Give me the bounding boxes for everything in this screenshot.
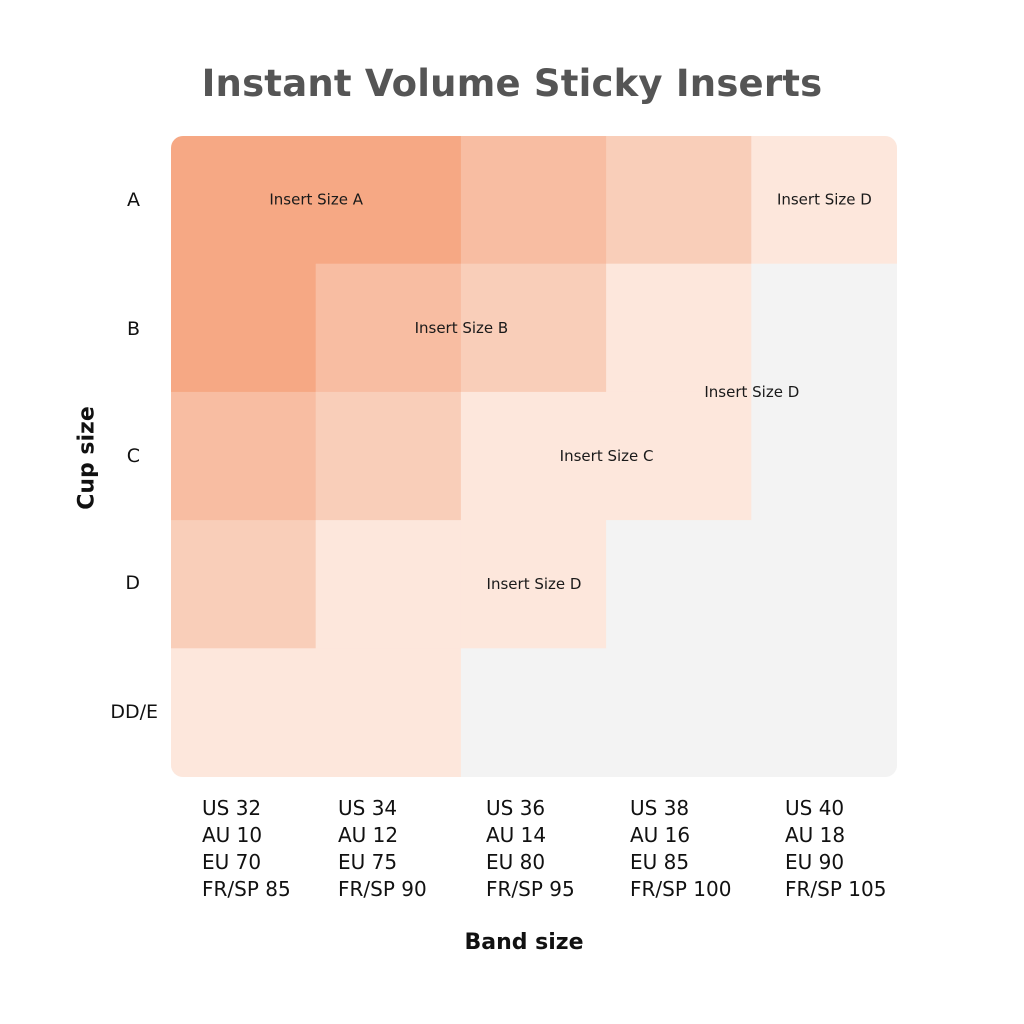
band-us: US 32 [202, 796, 262, 820]
grid-cell-size-d [606, 263, 753, 393]
grid-cell-size-c [606, 136, 753, 265]
band-col-5: US 40 AU 18 EU 90 FR/SP 105 [785, 795, 886, 903]
band-frsp: FR/SP 100 [630, 877, 732, 901]
zone-label-5: Insert Size D [704, 383, 799, 401]
grid-cell-size-d [315, 520, 462, 650]
grid-cell-empty [751, 391, 897, 522]
grid-cell-empty [460, 648, 608, 777]
chart-title: Instant Volume Sticky Inserts [201, 62, 823, 105]
cup-label-a: A [127, 189, 140, 211]
grid-cell-size-b [315, 263, 462, 393]
band-us: US 34 [338, 796, 398, 820]
band-col-2: US 34 AU 12 EU 75 FR/SP 90 [338, 795, 427, 903]
band-au: AU 16 [630, 823, 691, 847]
grid-cell-size-a [171, 136, 317, 265]
band-au: AU 10 [202, 823, 263, 847]
band-eu: EU 80 [486, 850, 546, 874]
band-frsp: FR/SP 90 [338, 877, 427, 901]
grid-cell-size-a [315, 136, 462, 265]
y-axis-label: Cup size [74, 406, 100, 510]
band-eu: EU 85 [630, 850, 690, 874]
band-au: AU 18 [785, 823, 846, 847]
band-eu: EU 75 [338, 850, 398, 874]
zone-label-1: Insert Size A [269, 191, 363, 209]
zone-label-2: Insert Size B [415, 319, 509, 337]
band-col-1: US 32 AU 10 EU 70 FR/SP 85 [202, 795, 291, 903]
zone-label-6: Insert Size D [777, 191, 872, 209]
x-axis-label: Band size [464, 930, 584, 955]
band-au: AU 12 [338, 823, 399, 847]
grid-cell-size-c [171, 520, 317, 650]
band-us: US 40 [785, 796, 845, 820]
grid-cell-empty [751, 520, 897, 650]
cup-label-b: B [126, 318, 140, 340]
grid-cell-empty [606, 520, 753, 650]
band-frsp: FR/SP 105 [785, 877, 887, 901]
grid-cell-size-b [460, 136, 608, 265]
band-eu: EU 90 [785, 850, 845, 874]
grid-cell-size-d [171, 648, 317, 777]
band-eu: EU 70 [202, 850, 262, 874]
band-col-4: US 38 AU 16 EU 85 FR/SP 100 [630, 795, 731, 903]
zone-label-3: Insert Size C [560, 447, 654, 465]
grid-cell-size-c [315, 391, 462, 522]
band-frsp: FR/SP 95 [486, 877, 575, 901]
band-us: US 38 [630, 796, 690, 820]
grid-cell-size-d [606, 391, 753, 522]
grid-cell-size-d [315, 648, 462, 777]
zone-label-4: Insert Size D [487, 575, 582, 593]
band-frsp: FR/SP 85 [202, 877, 291, 901]
grid-cell-size-d [751, 136, 897, 265]
band-au: AU 14 [486, 823, 547, 847]
band-us: US 36 [486, 796, 546, 820]
cup-label-dd-e: DD/E [110, 701, 158, 723]
grid-cell-size-b [171, 391, 317, 522]
band-col-3: US 36 AU 14 EU 80 FR/SP 95 [486, 795, 575, 903]
grid-cell-empty [751, 648, 897, 777]
grid-cell-empty [606, 648, 753, 777]
grid-cell-size-d [460, 520, 608, 650]
grid-cell-size-d [460, 391, 608, 522]
grid-cell-size-a [171, 263, 317, 393]
grid-cell-empty [751, 263, 897, 393]
grid-cell-size-c [460, 263, 608, 393]
cup-label-d: D [125, 572, 140, 594]
cup-label-c: C [126, 445, 140, 467]
